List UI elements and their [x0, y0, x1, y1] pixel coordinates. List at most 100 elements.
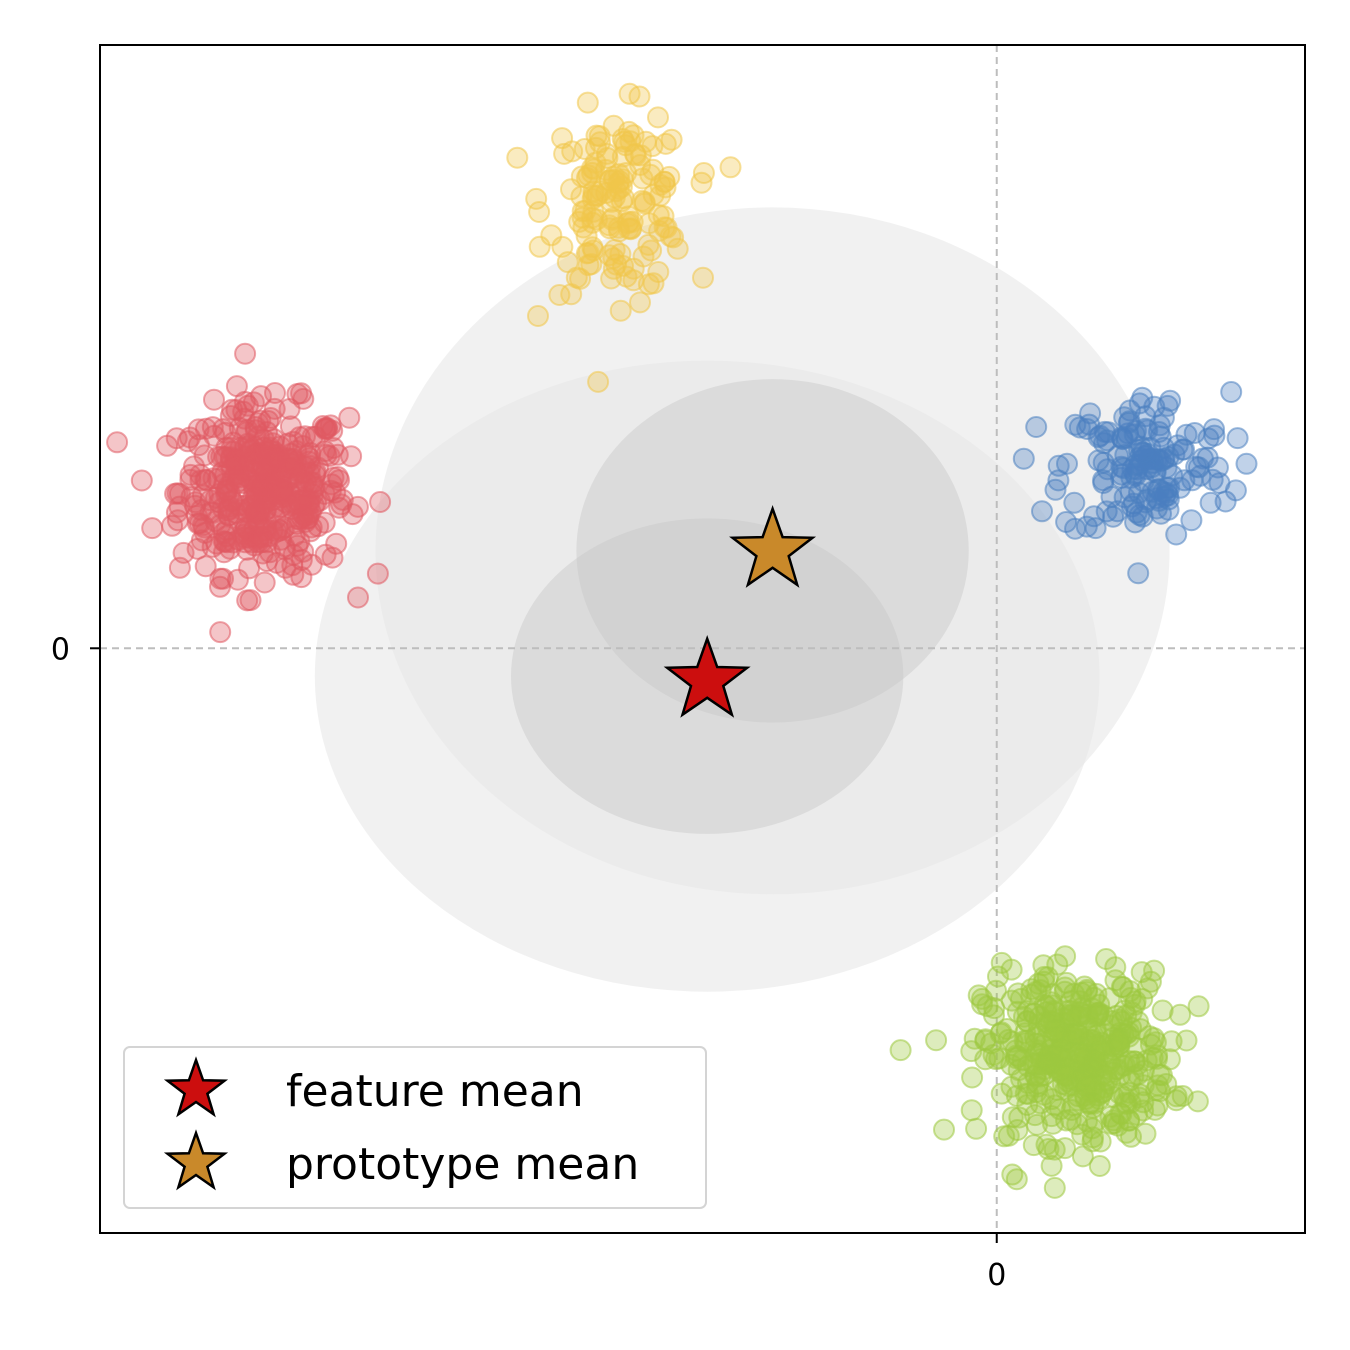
- scatter-point: [1148, 1063, 1171, 1086]
- scatter-point: [577, 241, 600, 264]
- scatter-point: [1087, 449, 1110, 472]
- scatter-point: [1235, 452, 1258, 475]
- scatter-point: [1101, 1034, 1124, 1057]
- feature-mean-legend-star-icon: [163, 1056, 229, 1118]
- scatter-point: [1112, 457, 1135, 480]
- scatter-point: [647, 106, 669, 129]
- scatter-point: [560, 283, 583, 306]
- scatter-point: [1001, 1106, 1024, 1129]
- scatter-point: [1055, 511, 1078, 533]
- x-tick-label: 0: [987, 1258, 1006, 1293]
- scatter-point: [253, 571, 276, 594]
- scatter-point: [328, 469, 350, 492]
- scatter-point: [330, 493, 353, 516]
- scatter-point: [1134, 1122, 1157, 1145]
- scatter-point: [692, 266, 714, 289]
- scatter-point: [1044, 1094, 1067, 1117]
- scatter-point: [338, 406, 361, 429]
- scatter-point: [576, 91, 599, 114]
- scatter-point: [311, 415, 334, 437]
- scatter-point: [1084, 517, 1107, 540]
- scatter-point: [659, 225, 682, 248]
- scatter-point: [290, 549, 313, 571]
- scatter-point: [581, 188, 604, 210]
- legend-label: feature mean: [286, 1066, 584, 1117]
- scatter-point: [983, 997, 1006, 1020]
- scatter-point: [1044, 478, 1067, 501]
- scatter-points: [106, 82, 1258, 1199]
- scatter-point: [1203, 418, 1225, 441]
- scatter-point: [985, 979, 1007, 1002]
- scatter-point: [654, 132, 677, 155]
- scatter-point: [610, 175, 633, 198]
- scatter-point: [1175, 1029, 1198, 1052]
- scatter-point: [666, 237, 689, 260]
- scatter-point: [1187, 995, 1210, 1018]
- scatter-point: [1127, 562, 1150, 585]
- scatter-point: [1106, 1114, 1129, 1137]
- scatter-point: [889, 1039, 912, 1062]
- scatter-point: [1151, 999, 1174, 1022]
- scatter-point: [983, 1004, 1005, 1027]
- scatter-point: [1076, 418, 1099, 440]
- scatter-point: [209, 621, 232, 644]
- scatter-point: [587, 370, 610, 393]
- scatter-point: [638, 212, 661, 235]
- scatter-point: [346, 495, 369, 518]
- scatter-point: [1185, 455, 1208, 478]
- scatter-point: [1020, 983, 1043, 1006]
- scatter-point: [1014, 1032, 1037, 1054]
- scatter-point: [1044, 1020, 1067, 1043]
- scatter-point: [1120, 1001, 1143, 1024]
- scatter-point: [246, 473, 269, 496]
- scatter-point: [1016, 1010, 1039, 1033]
- scatter-point: [1092, 1080, 1114, 1103]
- scatter-point: [225, 501, 247, 524]
- scatter-point: [282, 430, 305, 453]
- scatter-point: [1073, 1064, 1096, 1087]
- scatter-point: [617, 205, 640, 228]
- scatter-point: [1159, 389, 1182, 412]
- scatter-point: [234, 342, 257, 365]
- scatter-point: [528, 201, 551, 223]
- axis-ticks: 00: [51, 632, 1006, 1293]
- scatter-point: [213, 541, 235, 564]
- scatter-point: [236, 589, 259, 612]
- scatter-point: [1005, 1168, 1028, 1191]
- scatter-point: [602, 114, 625, 137]
- scatter-point: [1076, 978, 1099, 1001]
- scatter-point: [965, 1117, 988, 1140]
- cluster-1: [506, 82, 742, 393]
- cluster-2: [1012, 381, 1258, 585]
- scatter-point: [262, 432, 285, 455]
- scatter-point: [212, 418, 235, 441]
- scatter-point: [203, 388, 225, 411]
- feature-mean-star-marker: [663, 635, 751, 718]
- scatter-point: [314, 543, 337, 566]
- scatter-point: [1092, 472, 1115, 494]
- scatter-point: [961, 1066, 984, 1089]
- scatter-point: [1118, 1109, 1140, 1132]
- scatter-point: [1143, 1027, 1165, 1050]
- scatter-point: [219, 453, 242, 476]
- scatter-point: [631, 167, 654, 190]
- prototype-mean-star-marker: [729, 505, 817, 588]
- scatter-point: [1056, 452, 1078, 475]
- scatter-point: [263, 397, 286, 420]
- scatter-point: [1131, 441, 1154, 464]
- scatter-point: [1118, 1050, 1141, 1073]
- scatter-point: [304, 461, 327, 484]
- scatter-point: [164, 482, 187, 505]
- scatter-point: [189, 469, 212, 492]
- scatter-point: [1089, 1130, 1112, 1153]
- scatter-point: [271, 459, 294, 482]
- prototype-mean-legend-star-icon: [163, 1129, 229, 1191]
- scatter-point: [617, 217, 640, 240]
- scatter-point: [925, 1029, 948, 1052]
- scatter-point: [974, 1028, 997, 1051]
- scatter-point: [632, 245, 655, 268]
- scatter-point: [190, 529, 213, 552]
- scatter-point: [1026, 1113, 1048, 1136]
- scatter-point: [1136, 977, 1159, 1000]
- scatter-point: [1125, 501, 1148, 524]
